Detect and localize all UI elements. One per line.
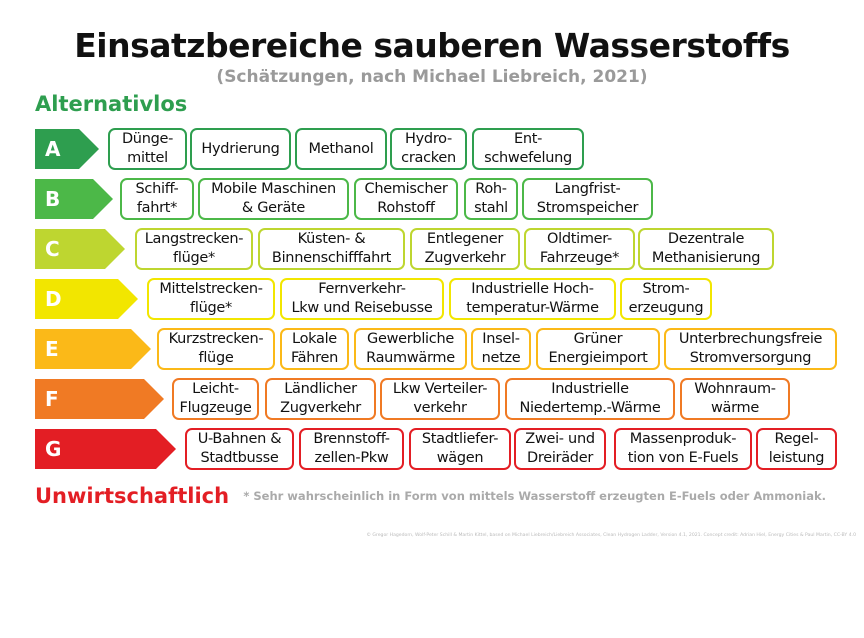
grade-arrow-e: E	[35, 329, 151, 369]
application-box: Roh- stahl	[464, 178, 518, 220]
application-box: Mittelstrecken- flüge*	[147, 278, 275, 320]
bottom-label: Unwirtschaftlich	[35, 484, 230, 508]
application-box: Langstrecken- flüge*	[135, 228, 253, 270]
application-box: Oldtimer- Fahrzeuge*	[524, 228, 635, 270]
application-box: Massenproduk- tion von E-Fuels	[614, 428, 752, 470]
application-box: Insel- netze	[471, 328, 531, 370]
top-label: Alternativlos	[35, 92, 188, 116]
application-box: Unterbrechungsfreie Stromversorgung	[664, 328, 837, 370]
application-box: Dezentrale Methanisierung	[638, 228, 774, 270]
grade-arrow-b: B	[35, 179, 113, 219]
application-box: U-Bahnen & Stadtbusse	[185, 428, 294, 470]
application-box: Dünge- mittel	[108, 128, 187, 170]
application-box: Schiff- fahrt*	[120, 178, 194, 220]
application-box: Strom- erzeugung	[620, 278, 712, 320]
application-box: Mobile Maschinen & Geräte	[198, 178, 349, 220]
subtitle: (Schätzungen, nach Michael Liebreich, 20…	[216, 67, 648, 87]
application-box: Industrielle Niedertemp.-Wärme	[505, 378, 675, 420]
grade-arrow-c: C	[35, 229, 125, 269]
application-box: Langfrist- Stromspeicher	[522, 178, 653, 220]
application-box: Küsten- & Binnenschifffahrt	[258, 228, 405, 270]
application-box: Regel- leistung	[756, 428, 837, 470]
application-box: Fernverkehr- Lkw und Reisebusse	[280, 278, 444, 320]
grade-arrow-g: G	[35, 429, 176, 469]
application-box: Industrielle Hoch- temperatur-Wärme	[449, 278, 616, 320]
application-box: Leicht- Flugzeuge	[172, 378, 259, 420]
credit-line: © Gregor Hagedorn, Wolf-Peter Schill & M…	[366, 533, 856, 538]
grade-arrow-a: A	[35, 129, 99, 169]
grade-arrow-f: F	[35, 379, 164, 419]
application-box: Zwei- und Dreiräder	[514, 428, 606, 470]
application-box: Kurzstrecken- flüge	[157, 328, 275, 370]
application-box: Lkw Verteiler- verkehr	[380, 378, 500, 420]
grade-arrow-d: D	[35, 279, 138, 319]
application-box: Gewerbliche Raumwärme	[354, 328, 467, 370]
application-box: Ent- schwefelung	[472, 128, 584, 170]
application-box: Lokale Fähren	[280, 328, 349, 370]
application-box: Chemischer Rohstoff	[354, 178, 458, 220]
application-box: Wohnraum- wärme	[680, 378, 790, 420]
application-box: Methanol	[295, 128, 387, 170]
application-box: Entlegener Zugverkehr	[410, 228, 520, 270]
footnote: * Sehr wahrscheinlich in Form von mittel…	[243, 489, 826, 503]
application-box: Brennstoff- zellen-Pkw	[299, 428, 404, 470]
application-box: Grüner Energieimport	[536, 328, 660, 370]
application-box: Ländlicher Zugverkehr	[265, 378, 376, 420]
page-title: Einsatzbereiche sauberen Wasserstoffs	[74, 26, 790, 65]
application-box: Stadtliefer- wägen	[409, 428, 511, 470]
application-box: Hydro- cracken	[390, 128, 467, 170]
application-box: Hydrierung	[190, 128, 291, 170]
